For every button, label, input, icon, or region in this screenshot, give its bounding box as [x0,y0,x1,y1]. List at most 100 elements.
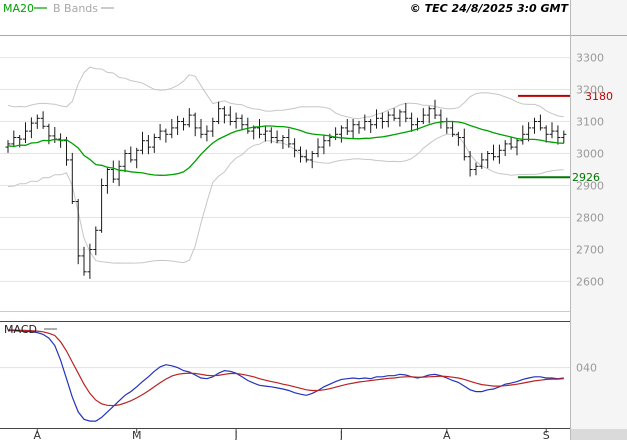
ohlc-bar [262,125,268,142]
ohlc-bar [356,120,362,134]
legend-ma20-label: MA20 [3,2,34,15]
ohlc-bar [210,117,216,137]
ohlc-bar [473,162,479,176]
ohlc-bar [175,115,181,135]
ohlc-bar [204,125,210,142]
ohlc-bar [104,166,110,194]
ohlc-bar [221,106,227,124]
macd-axis-label: 040 [576,362,597,375]
y-axis-label: 3200 [576,84,604,97]
ohlc-bar [163,128,169,143]
bollinger-bands [7,66,564,264]
ohlc-bar [198,119,204,139]
ohlc-bar [145,135,151,155]
ohlc-bar [508,136,514,150]
ohlc-bar [69,152,75,204]
ohlc-bar [81,246,87,276]
ohlc-bar [455,131,461,146]
ohlc-bar [362,114,368,131]
ohlc-bar [28,117,34,139]
macd-gridlines: 040 [0,362,597,375]
ohlc-bar [233,112,239,129]
ohlc-bar [181,117,186,131]
ohlc-bar [491,144,496,161]
ohlc-bar [169,119,175,139]
ohlc-bar [40,111,46,129]
bollinger-upper-band [7,66,564,120]
x-axis-label: J [339,429,343,440]
ohlc-bar [514,138,520,156]
macd-panel-title: MACD [4,323,37,336]
x-axis-label: A [34,429,42,440]
bollinger-lower-band [7,133,564,264]
ohlc-bar [420,108,426,125]
ohlc-bar [257,119,262,139]
ohlc-bar [280,135,286,149]
ohlc-bars [5,99,567,279]
ohlc-bar [321,135,327,155]
axis-label-column [571,0,627,440]
copyright-text: © TEC 24/8/2025 3:0 GMT [410,2,570,15]
ohlc-bar [385,111,391,128]
level-label-3180: 3180 [585,90,613,103]
ohlc-bar [140,131,145,155]
ohlc-bar [450,120,456,137]
ohlc-bar [403,103,409,123]
ohlc-bar [532,117,537,134]
ohlc-bar [87,243,93,279]
ohlc-bar [23,122,28,143]
ohlc-bar [502,140,508,157]
ohlc-bar [274,130,280,144]
ohlc-bar [99,178,105,233]
ohlc-bar [186,108,192,128]
ohlc-bar [397,109,403,127]
ohlc-bar [338,125,344,143]
ohlc-bar [75,198,81,265]
bottom-right-corner [571,429,627,440]
y-axis-label: 3100 [576,116,604,129]
y-axis-label: 2900 [576,180,604,193]
ma20-polyline [7,120,564,176]
macd-lines [8,329,564,422]
y-axis-label: 3300 [576,52,604,65]
ohlc-bar [245,117,251,134]
ma20-line [7,120,564,176]
macd-series-macd [8,330,564,422]
y-axis-label: 2600 [576,275,604,288]
ohlc-bar [549,122,555,139]
ohlc-bar [315,138,321,158]
ohlc-bar [344,119,350,135]
ohlc-bar [309,151,315,169]
ohlc-bar [426,106,432,124]
ohlc-bar [286,128,292,148]
ohlc-bar [5,140,11,153]
price-level-lines: 3180 2926 [518,90,613,184]
x-axis-label: S [543,429,550,440]
legend-bbands-label: B Bands [53,2,98,15]
ohlc-bar [128,146,134,163]
macd-series-signal [8,329,564,407]
ohlc-bar [543,125,549,143]
ohlc-bar [303,149,309,163]
ohlc-bar [537,114,543,131]
ohlc-bar [268,127,274,144]
ohlc-bar [432,99,438,119]
x-axis-label: M [132,429,142,440]
x-axis-label: J [233,429,237,440]
ohlc-bar [561,130,567,144]
ohlc-bar [227,106,233,126]
ohlc-bar [192,112,198,137]
price-gridlines [0,57,570,282]
ohlc-bar [298,146,303,163]
ohlc-bar [11,130,17,147]
ohlc-bar [134,147,140,169]
ohlc-bar [520,125,526,145]
ohlc-bar [157,124,163,141]
ohlc-bar [216,101,222,125]
ohlc-bar [379,112,385,129]
ohlc-bar [64,136,69,166]
ohlc-bar [374,109,379,129]
